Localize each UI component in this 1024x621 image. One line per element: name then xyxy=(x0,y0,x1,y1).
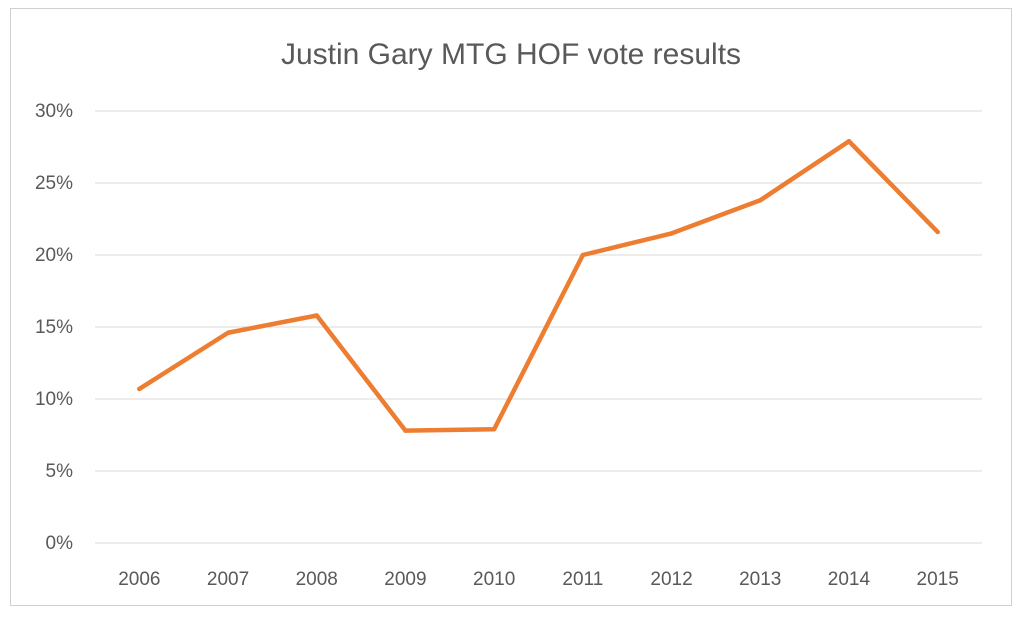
y-tick-label: 15% xyxy=(35,317,73,338)
x-tick-label: 2007 xyxy=(207,569,249,590)
data-point-2008 xyxy=(314,313,319,318)
data-point-2011 xyxy=(580,252,586,258)
series-layer xyxy=(137,138,940,433)
x-tick-label: 2009 xyxy=(384,569,426,590)
data-point-2009 xyxy=(403,428,408,433)
x-tick-label: 2006 xyxy=(118,569,160,590)
x-axis-ticks: 2006 2007 2008 2009 2010 2011 2012 2013 2014 2015 xyxy=(118,569,959,590)
data-point-2006 xyxy=(137,386,142,392)
x-tick-label: 2015 xyxy=(917,569,959,590)
x-tick-label: 2012 xyxy=(650,569,692,590)
x-tick-label: 2013 xyxy=(739,569,781,590)
chart-title: Justin Gary MTG HOF vote results xyxy=(281,38,741,71)
x-tick-label: 2008 xyxy=(296,569,338,590)
data-point-2010 xyxy=(491,427,497,432)
chart-frame xyxy=(10,8,1012,606)
y-tick-label: 5% xyxy=(46,461,74,482)
gridlines xyxy=(95,110,982,544)
data-point-2013 xyxy=(758,198,763,203)
data-point-2012 xyxy=(669,231,674,236)
y-tick-label: 25% xyxy=(35,173,73,194)
x-tick-label: 2014 xyxy=(828,569,871,590)
x-tick-label: 2011 xyxy=(562,569,603,590)
data-point-2014 xyxy=(846,139,852,144)
y-tick-label: 30% xyxy=(35,101,73,122)
series-line xyxy=(137,138,940,433)
y-tick-label: 10% xyxy=(35,389,73,410)
y-tick-label: 20% xyxy=(35,245,73,266)
y-tick-label: 0% xyxy=(46,533,74,554)
data-point-2015 xyxy=(935,229,940,235)
x-tick-label: 2010 xyxy=(473,569,515,590)
y-axis-ticks: 0% 5% 10% 15% 20% 25% 30% xyxy=(35,101,73,554)
data-point-2007 xyxy=(225,330,231,335)
